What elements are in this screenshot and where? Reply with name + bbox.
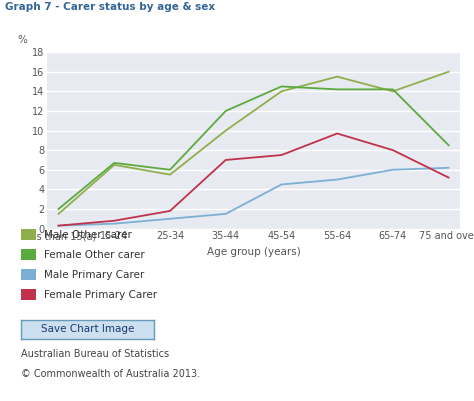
Text: Australian Bureau of Statistics: Australian Bureau of Statistics	[21, 349, 169, 359]
Text: Male Primary Carer: Male Primary Carer	[44, 270, 144, 279]
Text: Female Primary Carer: Female Primary Carer	[44, 290, 157, 300]
X-axis label: Age group (years): Age group (years)	[207, 247, 301, 257]
Text: Male Other carer: Male Other carer	[44, 230, 131, 239]
Text: Save Chart Image: Save Chart Image	[41, 324, 134, 334]
Text: Graph 7 - Carer status by age & sex: Graph 7 - Carer status by age & sex	[5, 2, 215, 12]
Y-axis label: %: %	[18, 35, 27, 45]
Text: © Commonwealth of Australia 2013.: © Commonwealth of Australia 2013.	[21, 369, 201, 379]
Text: Female Other carer: Female Other carer	[44, 250, 145, 259]
